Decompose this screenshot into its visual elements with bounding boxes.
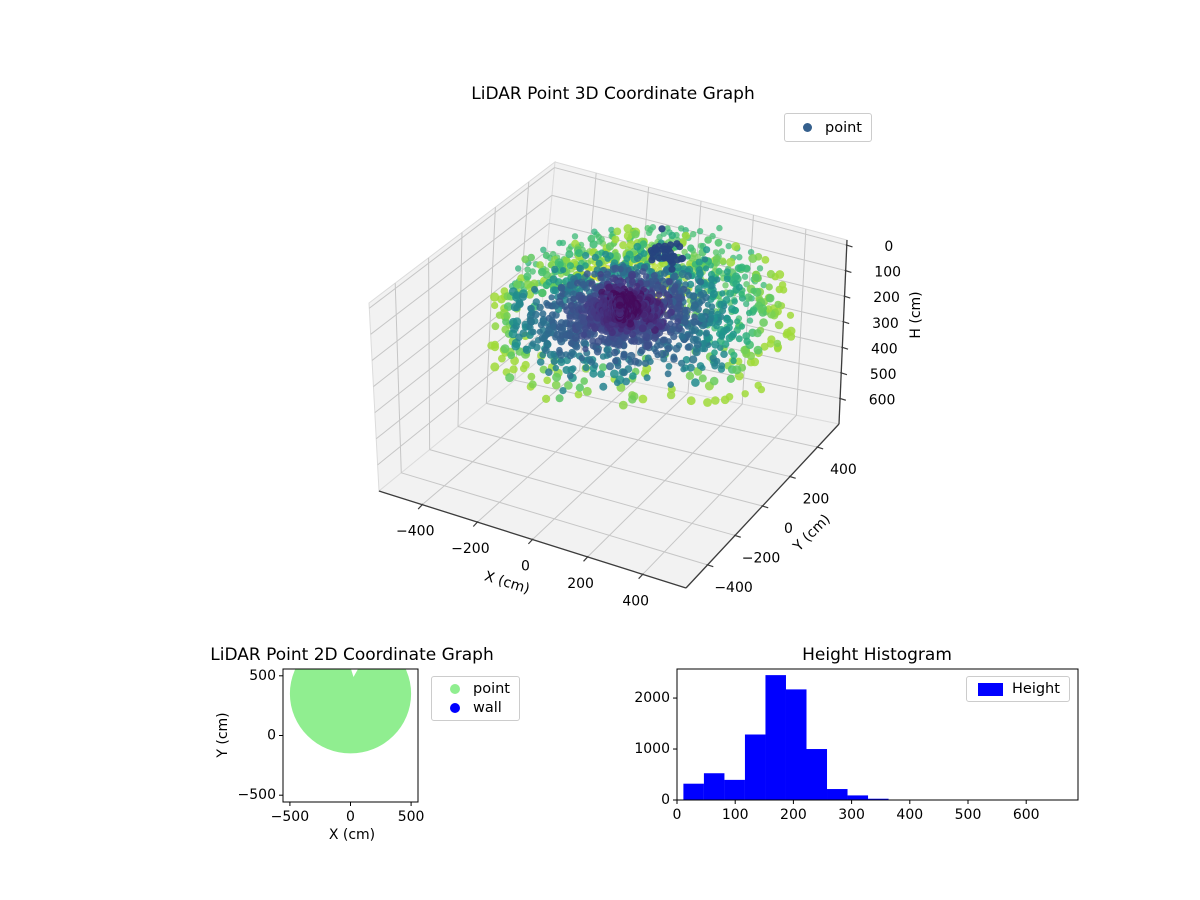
hist-bar (724, 779, 745, 800)
x-tick-label: 400 (622, 593, 649, 609)
legend-label: point (825, 119, 862, 136)
tick-labels: 0 100 200 300 400 500 600 0 1000 2000 (634, 690, 1039, 823)
x-tick-label: 200 (567, 576, 594, 592)
hist-bar (806, 749, 828, 800)
plot3d-zlabel: H (cm) (908, 291, 924, 339)
plot2d-legend: point wall (431, 676, 520, 721)
hist-bar (847, 795, 869, 800)
y-tick-label: 500 (249, 668, 276, 684)
y-tick-label: 0 (267, 728, 276, 744)
legend-entry: point (794, 120, 862, 136)
hist-legend: Height (966, 676, 1070, 702)
hist-bar (703, 773, 725, 800)
z-tick-label: 200 (873, 290, 900, 306)
x-tick-label: −200 (451, 541, 489, 557)
x-tick-label: 500 (955, 807, 982, 823)
axes-frame (676, 668, 1079, 801)
y-tick-label: 1000 (634, 741, 670, 757)
x-tick-label: 600 (1013, 807, 1040, 823)
y-tick-label: 400 (830, 462, 857, 478)
wall-cluster-points (647, 225, 687, 273)
x-tick-label: −400 (396, 524, 434, 540)
z-tick-label: 500 (870, 367, 897, 383)
legend-entry: point (441, 681, 510, 697)
histogram-bars (683, 675, 889, 800)
hist-bar (868, 798, 889, 800)
legend-marker-swatch (978, 682, 1003, 696)
x-tick-label: 300 (838, 807, 865, 823)
y-tick-label: −400 (714, 580, 752, 596)
y-tick-label: 0 (784, 521, 793, 537)
point-blob (289, 669, 412, 754)
y-tick-label: −200 (742, 550, 780, 566)
blob-notch (351, 669, 358, 677)
y-tick-label: 2000 (634, 690, 670, 706)
x-tick-label: 200 (780, 807, 807, 823)
hist-title: Height Histogram (802, 645, 952, 665)
legend-entry: wall (441, 700, 510, 716)
plot2d-axes: −500 0 500 500 0 −500 (238, 668, 425, 825)
hist-bar (765, 675, 786, 800)
plot3d-axes: −400−20002004004002000−200−4000100200300… (368, 160, 901, 609)
plot3d-title: LiDAR Point 3D Coordinate Graph (471, 84, 755, 104)
y-tick-label: −500 (238, 787, 276, 803)
plot2d-ylabel: Y (cm) (215, 712, 231, 758)
z-tick-label: 0 (884, 239, 893, 255)
legend-entry: Height (976, 681, 1060, 697)
point-cloud-disk (487, 224, 796, 410)
tick-labels: −500 0 500 500 0 −500 (238, 668, 425, 825)
hist-bar (683, 783, 704, 800)
plot2d-title: LiDAR Point 2D Coordinate Graph (210, 645, 494, 665)
hist-bar (744, 734, 766, 800)
plot3d-legend: point (784, 113, 872, 142)
x-tick-label: 0 (346, 809, 355, 825)
z-tick-label: 300 (872, 316, 899, 332)
x-tick-label: 100 (722, 807, 749, 823)
legend-marker-dot (450, 684, 460, 694)
ticks (279, 675, 412, 806)
hist-bar (785, 689, 807, 800)
x-tick-label: 0 (521, 559, 530, 575)
ticks (673, 697, 1027, 804)
x-tick-label: 400 (896, 807, 923, 823)
x-tick-label: 500 (398, 809, 425, 825)
axis-ticks (417, 244, 853, 580)
legend-marker-dot (803, 123, 812, 132)
z-tick-label: 100 (874, 265, 901, 281)
legend-label: wall (473, 700, 502, 716)
z-tick-label: 400 (871, 341, 898, 357)
legend-label: Height (1012, 681, 1060, 697)
y-tick-label: 0 (661, 792, 670, 808)
x-tick-label: 0 (673, 807, 682, 823)
plot2d-xlabel: X (cm) (328, 827, 376, 843)
x-tick-label: −500 (271, 809, 309, 825)
legend-label: point (473, 681, 510, 697)
legend-marker-dot (450, 703, 460, 713)
histogram-axes: 0 100 200 300 400 500 600 0 1000 2000 (634, 668, 1079, 823)
z-tick-label: 600 (869, 392, 896, 408)
axis-tick-labels: −400−20002004004002000−200−4000100200300… (396, 239, 901, 609)
y-tick-label: 200 (803, 492, 830, 508)
hist-bar (827, 789, 848, 800)
